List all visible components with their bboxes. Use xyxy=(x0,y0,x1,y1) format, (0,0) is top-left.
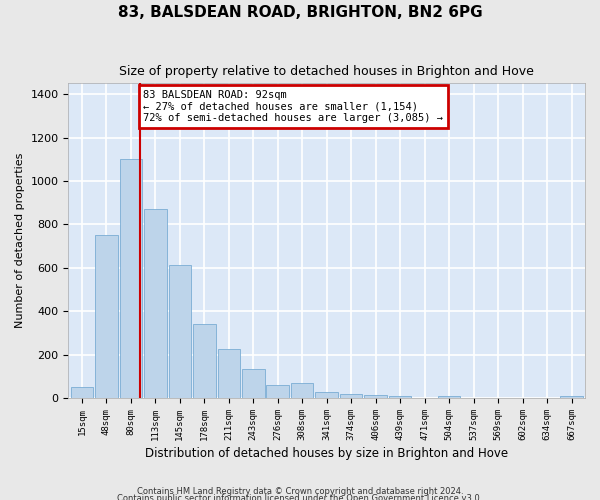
Bar xyxy=(560,396,583,398)
Bar xyxy=(169,264,191,398)
Bar xyxy=(95,236,118,398)
Bar xyxy=(119,160,142,398)
Title: Size of property relative to detached houses in Brighton and Hove: Size of property relative to detached ho… xyxy=(119,65,534,78)
Bar xyxy=(71,387,93,398)
Bar xyxy=(144,209,167,398)
Text: 83 BALSDEAN ROAD: 92sqm
← 27% of detached houses are smaller (1,154)
72% of semi: 83 BALSDEAN ROAD: 92sqm ← 27% of detache… xyxy=(143,90,443,123)
Bar xyxy=(364,395,387,398)
Bar xyxy=(218,349,240,398)
Bar xyxy=(438,396,460,398)
Text: 83, BALSDEAN ROAD, BRIGHTON, BN2 6PG: 83, BALSDEAN ROAD, BRIGHTON, BN2 6PG xyxy=(118,5,482,20)
Text: Contains HM Land Registry data © Crown copyright and database right 2024.: Contains HM Land Registry data © Crown c… xyxy=(137,487,463,496)
Bar xyxy=(340,394,362,398)
Bar xyxy=(193,324,215,398)
Y-axis label: Number of detached properties: Number of detached properties xyxy=(15,153,25,328)
X-axis label: Distribution of detached houses by size in Brighton and Hove: Distribution of detached houses by size … xyxy=(145,447,508,460)
Bar xyxy=(389,396,412,398)
Text: Contains public sector information licensed under the Open Government Licence v3: Contains public sector information licen… xyxy=(118,494,482,500)
Bar xyxy=(266,385,289,398)
Bar xyxy=(242,369,265,398)
Bar xyxy=(291,383,313,398)
Bar xyxy=(316,392,338,398)
